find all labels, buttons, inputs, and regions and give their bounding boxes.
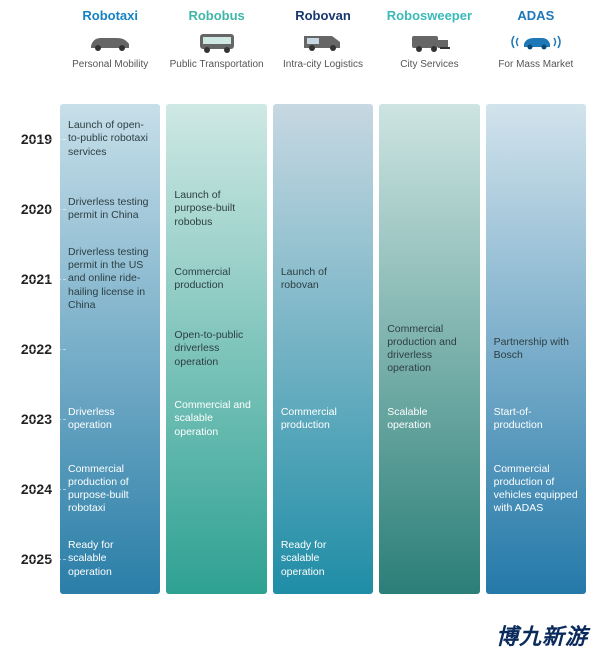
milestone-cell: Scalable operation [379, 384, 479, 454]
column-robovan: Robovan Intra-city Logistics Launch of rob… [273, 8, 373, 594]
milestone-cell: Commercial production of vehicles equipp… [486, 454, 586, 524]
milestone-cell: Partnership with Bosch [486, 314, 586, 384]
milestone-cell: Commercial production [273, 384, 373, 454]
timeline-chart: 2019202020212022202320242025 Robotaxi Per… [0, 0, 594, 594]
milestone-cell: Commercial production of purpose-built r… [60, 454, 160, 524]
column-subtitle: For Mass Market [486, 57, 586, 71]
bus-icon [166, 27, 266, 57]
column-robotaxi: Robotaxi Personal Mobility Launch of open-… [60, 8, 160, 594]
column-bar: Commercial production and driverless ope… [379, 104, 479, 594]
column-adas: ADAS For Mass Market Partnership with Bosc… [486, 8, 586, 594]
column-subtitle: Intra-city Logistics [273, 57, 373, 71]
column-bar: Launch of open-to-public robotaxi servic… [60, 104, 160, 594]
year-label: 2025 [8, 524, 60, 594]
year-label: 2023 [8, 384, 60, 454]
column-header: Robovan Intra-city Logistics [273, 8, 373, 104]
milestone-cell: Ready for scalable operation [60, 524, 160, 594]
milestone-cell: Commercial production and driverless ope… [379, 314, 479, 384]
milestone-cell: Start-of-production [486, 384, 586, 454]
year-label: 2020 [8, 174, 60, 244]
columns-container: Robotaxi Personal Mobility Launch of open-… [60, 8, 586, 594]
column-bar: Launch of purpose-built robobusCommercia… [166, 104, 266, 594]
column-title: Robotaxi [60, 8, 160, 23]
milestone-cell: Launch of purpose-built robobus [166, 174, 266, 244]
milestone-cell: Driverless operation [60, 384, 160, 454]
column-subtitle: City Services [379, 57, 479, 71]
milestone-cell: Commercial and scalable operation [166, 384, 266, 454]
column-bar: Launch of robovan Commercial production Re… [273, 104, 373, 594]
sweeper-icon [379, 27, 479, 57]
column-bar: Partnership with BoschStart-of-productio… [486, 104, 586, 594]
year-label: 2024 [8, 454, 60, 524]
car-icon [60, 27, 160, 57]
year-label: 2022 [8, 314, 60, 384]
year-label: 2021 [8, 244, 60, 314]
milestone-cell: Launch of robovan [273, 244, 373, 314]
column-title: Robobus [166, 8, 266, 23]
column-title: Robosweeper [379, 8, 479, 23]
milestone-cell: Open-to-public driverless operation [166, 314, 266, 384]
milestone-cell: Launch of open-to-public robotaxi servic… [60, 104, 160, 174]
van-icon [273, 27, 373, 57]
column-title: ADAS [486, 8, 586, 23]
milestone-cell: Ready for scalable operation [273, 524, 373, 594]
column-title: Robovan [273, 8, 373, 23]
year-label: 2019 [8, 104, 60, 174]
milestone-cell: Commercial production [166, 244, 266, 314]
column-subtitle: Public Transportation [166, 57, 266, 71]
watermark: 博九新游 [496, 619, 588, 651]
column-header: Robobus Public Transportation [166, 8, 266, 104]
column-robobus: Robobus Public Transportation Launch of pu… [166, 8, 266, 594]
column-header: ADAS For Mass Market [486, 8, 586, 104]
adas-icon [486, 27, 586, 57]
milestone-cell: Driverless testing permit in China [60, 174, 160, 244]
year-axis: 2019202020212022202320242025 [8, 8, 60, 594]
column-header: Robotaxi Personal Mobility [60, 8, 160, 104]
column-robosweeper: Robosweeper City Services Commercial produ… [379, 8, 479, 594]
milestone-cell: Driverless testing permit in the US and … [60, 244, 160, 314]
column-subtitle: Personal Mobility [60, 57, 160, 71]
column-header: Robosweeper City Services [379, 8, 479, 104]
